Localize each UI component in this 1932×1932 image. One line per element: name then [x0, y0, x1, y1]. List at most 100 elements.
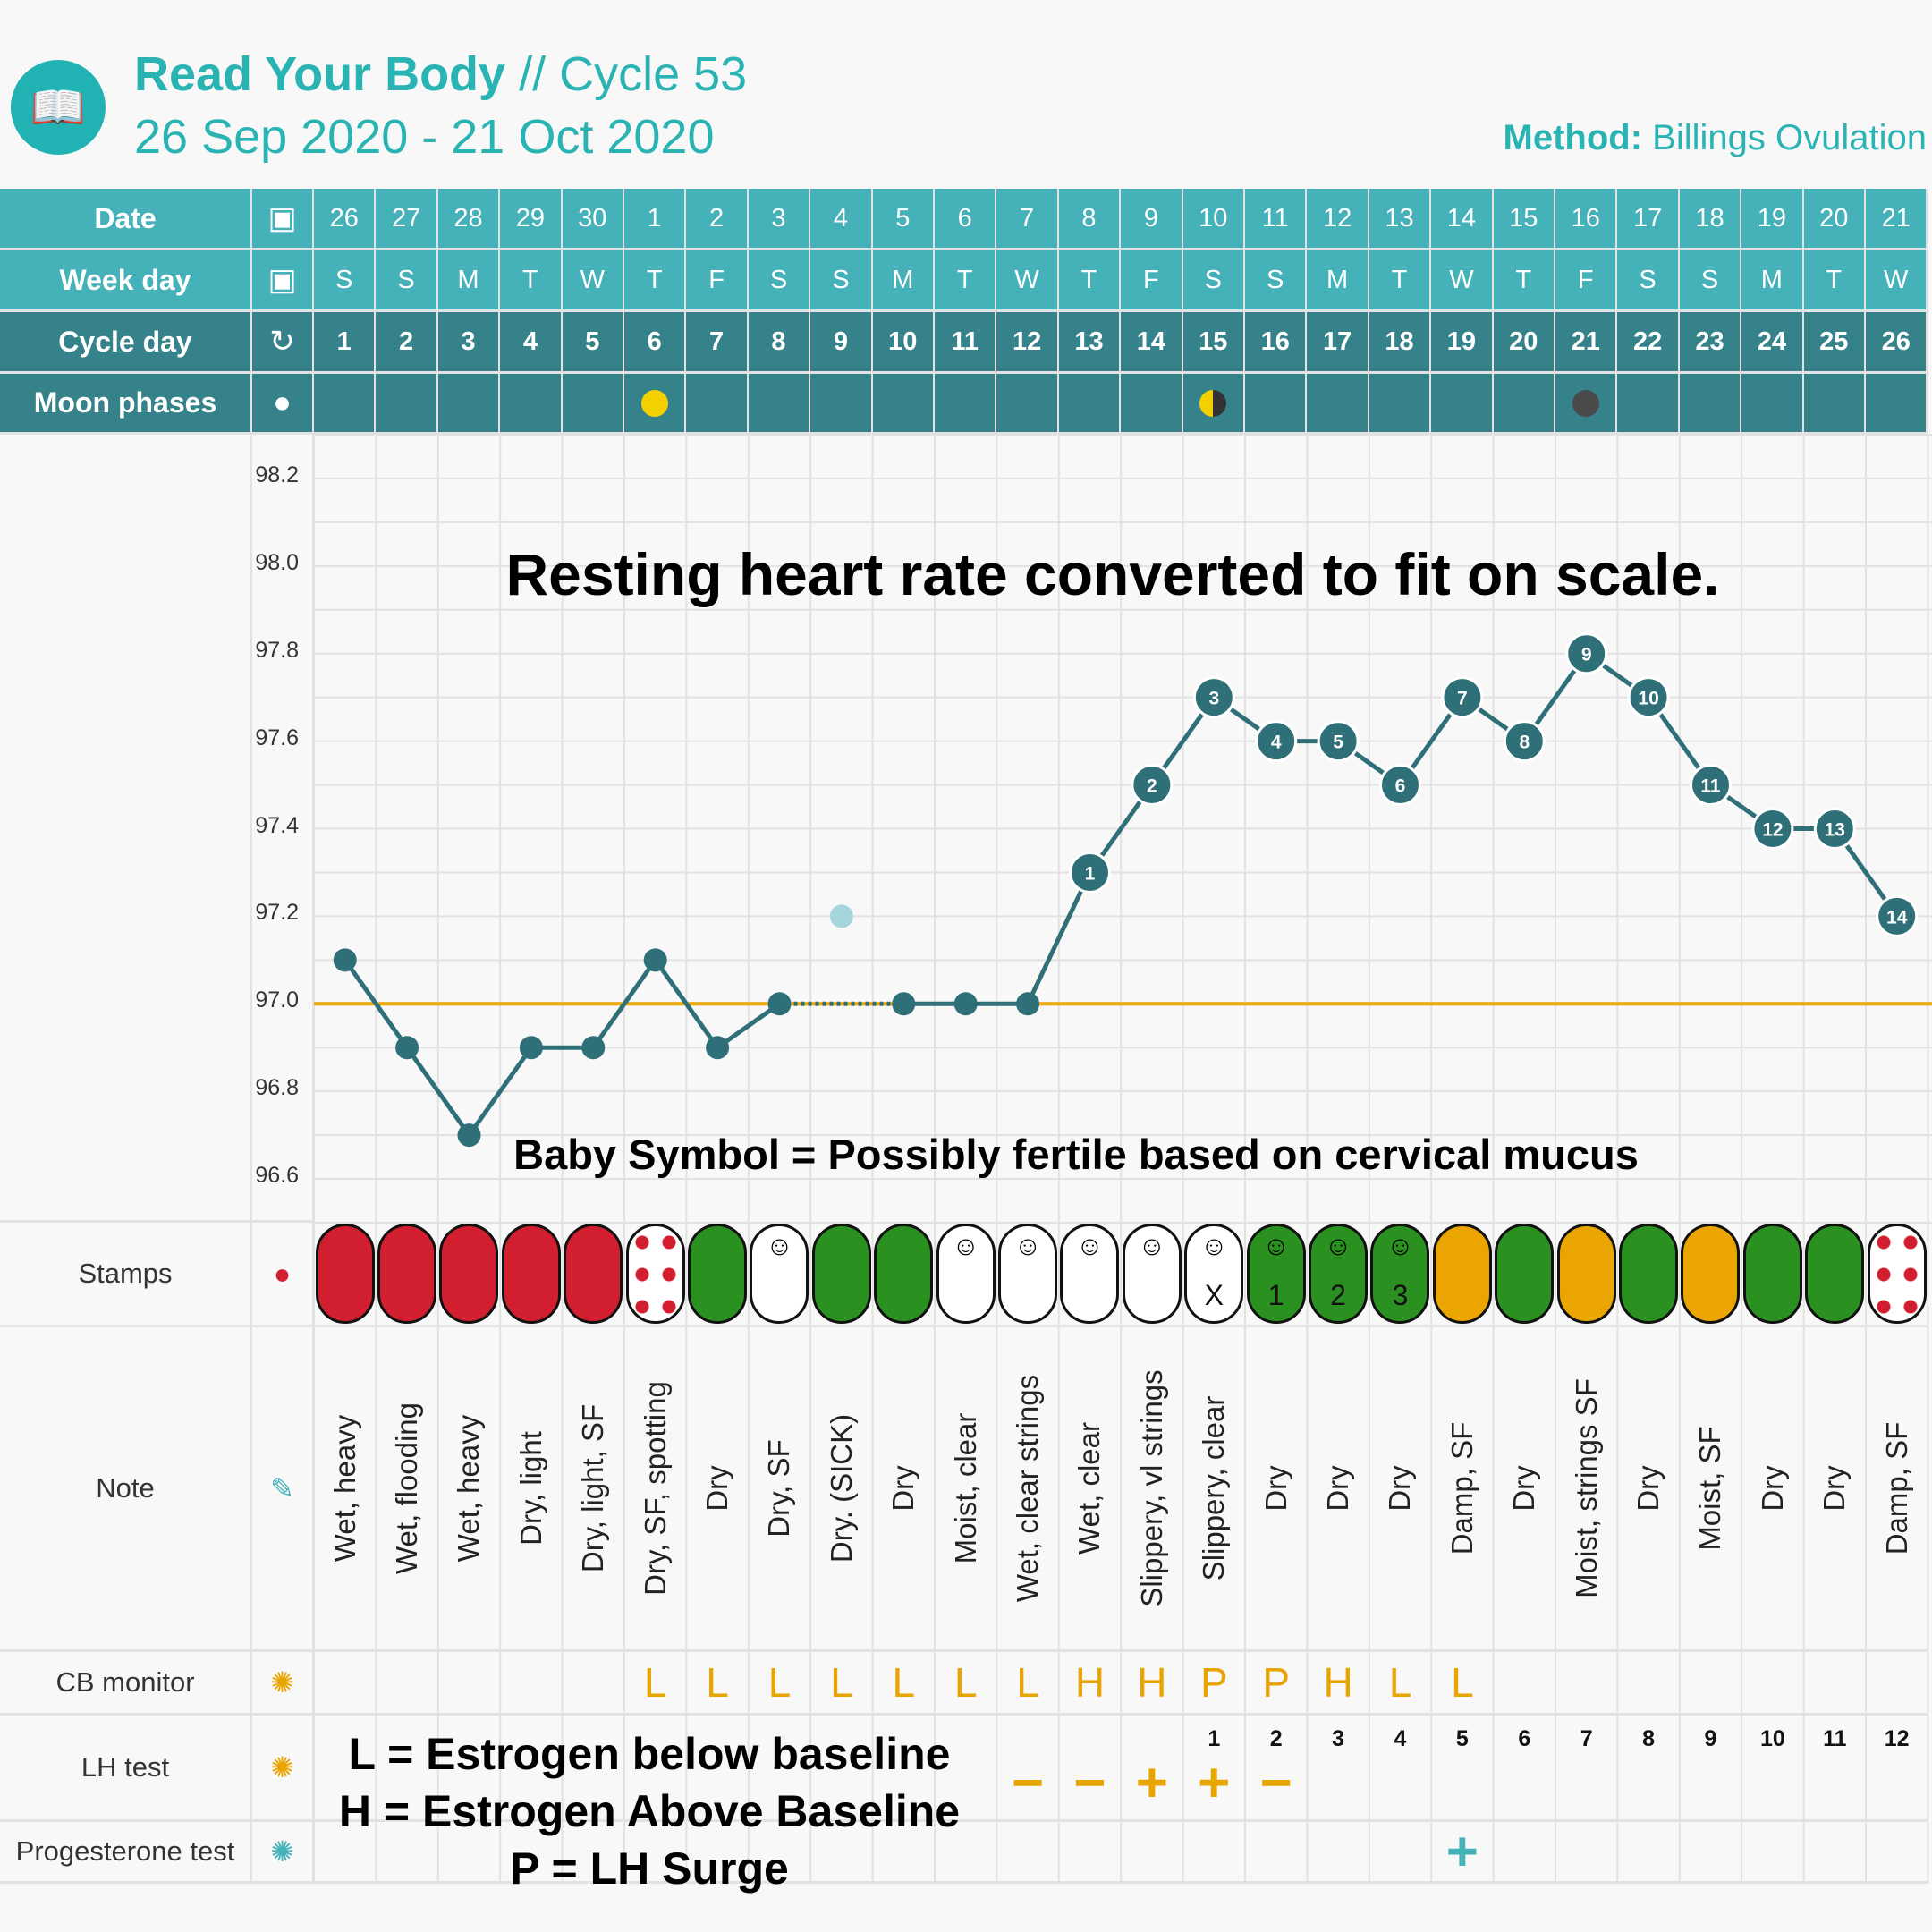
- temp-point[interactable]: [1876, 894, 1919, 937]
- lh-cell[interactable]: 11: [1803, 1716, 1866, 1822]
- lh-cell[interactable]: 8: [1617, 1716, 1680, 1822]
- stamp-red[interactable]: [501, 1224, 561, 1324]
- lh-cell[interactable]: [437, 1716, 501, 1822]
- stamp-green[interactable]: [1805, 1224, 1865, 1324]
- temp-point[interactable]: [1379, 764, 1421, 807]
- prog-cell[interactable]: [686, 1822, 749, 1884]
- temp-point[interactable]: [643, 948, 667, 972]
- cb-cell[interactable]: H: [1121, 1652, 1183, 1716]
- stamp-white[interactable]: ☺: [750, 1224, 809, 1324]
- stamp-red[interactable]: [439, 1224, 499, 1324]
- lh-cell[interactable]: 4: [1368, 1716, 1432, 1822]
- stamps-cell[interactable]: [1555, 1223, 1618, 1327]
- stamp-white[interactable]: ☺: [936, 1224, 996, 1324]
- temp-point[interactable]: [892, 992, 916, 1016]
- note-cell[interactable]: Dry, light, SF: [562, 1327, 624, 1652]
- note-cell[interactable]: Dry: [1741, 1327, 1804, 1652]
- stamp-green[interactable]: [1619, 1224, 1679, 1324]
- stamp-green[interactable]: ☺ 3: [1370, 1224, 1430, 1324]
- prog-cell[interactable]: [500, 1822, 563, 1884]
- note-cell[interactable]: Dry, SF, spotting: [624, 1327, 687, 1652]
- temp-point[interactable]: [1016, 992, 1040, 1016]
- cb-cell[interactable]: [1555, 1652, 1618, 1716]
- stamps-cell[interactable]: [376, 1223, 438, 1327]
- temp-point[interactable]: [1131, 764, 1174, 807]
- prog-cell[interactable]: [437, 1822, 501, 1884]
- cb-cell[interactable]: L: [748, 1652, 811, 1716]
- stamp-green[interactable]: ☺ 2: [1309, 1224, 1368, 1324]
- lh-cell[interactable]: 1 +: [1182, 1716, 1245, 1822]
- stamps-cell[interactable]: ☺ 1: [1245, 1223, 1308, 1327]
- note-cell[interactable]: Dry: [1245, 1327, 1308, 1652]
- lh-cell[interactable]: −: [1058, 1716, 1122, 1822]
- stamps-cell[interactable]: [500, 1223, 563, 1327]
- lh-cell[interactable]: 3: [1307, 1716, 1369, 1822]
- stamps-cell[interactable]: ☺ X: [1182, 1223, 1245, 1327]
- prog-cell[interactable]: [1368, 1822, 1432, 1884]
- prog-cell[interactable]: [1245, 1822, 1308, 1884]
- note-cell[interactable]: Wet, clear: [1058, 1327, 1122, 1652]
- temp-point[interactable]: [829, 904, 853, 928]
- lh-cell[interactable]: [624, 1716, 687, 1822]
- prog-cell[interactable]: [872, 1822, 935, 1884]
- stamp-white[interactable]: ☺: [1122, 1224, 1182, 1324]
- cb-cell[interactable]: H: [1307, 1652, 1369, 1716]
- lh-cell[interactable]: [314, 1716, 377, 1822]
- prog-cell[interactable]: [1866, 1822, 1928, 1884]
- note-cell[interactable]: Damp, SF: [1431, 1327, 1494, 1652]
- lh-cell[interactable]: [562, 1716, 624, 1822]
- lh-cell[interactable]: 9: [1679, 1716, 1742, 1822]
- cb-cell[interactable]: [500, 1652, 563, 1716]
- stamps-cell[interactable]: [1431, 1223, 1494, 1327]
- note-cell[interactable]: Wet, flooding: [376, 1327, 438, 1652]
- temp-point[interactable]: [1069, 851, 1111, 894]
- note-cell[interactable]: Wet, clear strings: [996, 1327, 1059, 1652]
- note-cell[interactable]: Dry: [686, 1327, 749, 1652]
- prog-cell[interactable]: [748, 1822, 811, 1884]
- stamps-cell[interactable]: [1741, 1223, 1804, 1327]
- prog-cell[interactable]: [1493, 1822, 1555, 1884]
- stamps-cell[interactable]: [1803, 1223, 1866, 1327]
- cb-cell[interactable]: P: [1245, 1652, 1308, 1716]
- temp-point[interactable]: [395, 1036, 419, 1060]
- cb-cell[interactable]: [376, 1652, 438, 1716]
- prog-cell[interactable]: [996, 1822, 1059, 1884]
- cb-cell[interactable]: [1493, 1652, 1555, 1716]
- stamps-cell[interactable]: ☺ 3: [1368, 1223, 1432, 1327]
- cb-cell[interactable]: [314, 1652, 377, 1716]
- cb-cell[interactable]: L: [996, 1652, 1059, 1716]
- stamps-cell[interactable]: [437, 1223, 501, 1327]
- note-cell[interactable]: Dry: [872, 1327, 935, 1652]
- stamps-cell[interactable]: [686, 1223, 749, 1327]
- stamp-green[interactable]: [874, 1224, 934, 1324]
- note-cell[interactable]: Moist, clear: [935, 1327, 997, 1652]
- note-cell[interactable]: Slippery, vl strings: [1121, 1327, 1183, 1652]
- note-cell[interactable]: Wet, heavy: [314, 1327, 377, 1652]
- cb-cell[interactable]: [1741, 1652, 1804, 1716]
- prog-cell[interactable]: [314, 1822, 377, 1884]
- stamp-yellow[interactable]: [1432, 1224, 1492, 1324]
- lh-cell[interactable]: 5: [1431, 1716, 1494, 1822]
- temp-point[interactable]: [1751, 808, 1794, 850]
- lh-cell[interactable]: [810, 1716, 873, 1822]
- prog-cell[interactable]: [935, 1822, 997, 1884]
- temp-point[interactable]: [1503, 720, 1546, 763]
- lh-cell[interactable]: 7: [1555, 1716, 1618, 1822]
- note-cell[interactable]: Damp, SF: [1866, 1327, 1928, 1652]
- stamps-cell[interactable]: ☺: [996, 1223, 1059, 1327]
- note-cell[interactable]: Moist, SF: [1679, 1327, 1742, 1652]
- prog-cell[interactable]: [1679, 1822, 1742, 1884]
- temp-point[interactable]: [1813, 808, 1856, 850]
- stamp-yellow[interactable]: [1556, 1224, 1616, 1324]
- temp-point[interactable]: [953, 992, 978, 1016]
- stamp-dots[interactable]: [1867, 1224, 1927, 1324]
- note-cell[interactable]: Dry: [1617, 1327, 1680, 1652]
- stamp-green[interactable]: [1742, 1224, 1802, 1324]
- lh-cell[interactable]: [748, 1716, 811, 1822]
- stamp-red[interactable]: [564, 1224, 623, 1324]
- cb-cell[interactable]: [1679, 1652, 1742, 1716]
- prog-cell[interactable]: [562, 1822, 624, 1884]
- lh-cell[interactable]: −: [996, 1716, 1059, 1822]
- temp-point[interactable]: [1627, 676, 1670, 719]
- temp-point[interactable]: [1441, 676, 1484, 719]
